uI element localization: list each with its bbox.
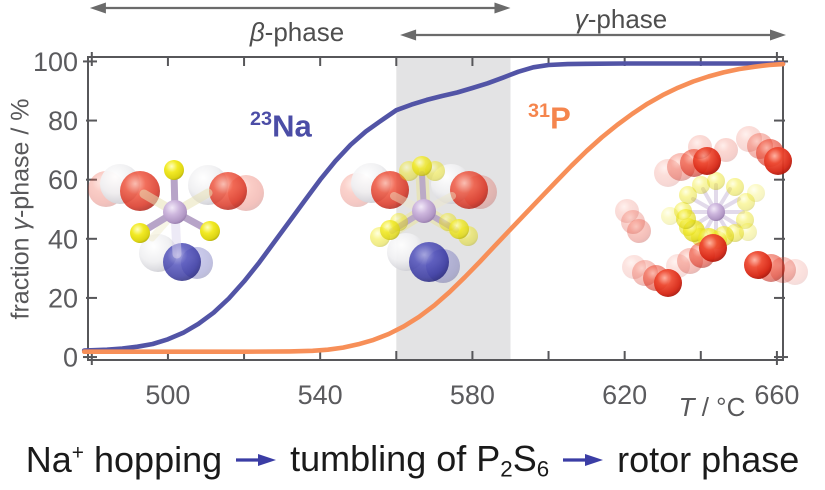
gamma-phase-arrow	[400, 29, 786, 41]
y-label-pre: fraction	[6, 230, 35, 320]
x-label-symbol: T	[678, 392, 695, 422]
gamma-suffix: -phase	[587, 4, 668, 34]
caption-na: Na	[25, 439, 72, 480]
caption-arrow-icon	[563, 454, 604, 466]
y-tick-label: 0	[63, 342, 78, 372]
y-tick-label: 100	[33, 47, 78, 77]
beta-phase-arrow	[89, 2, 511, 14]
caption-na-charge: +	[71, 441, 84, 465]
na-mass-number: 23	[250, 108, 273, 130]
y-tick-label: 20	[48, 283, 78, 313]
molecule-p2s6-rotor	[615, 126, 808, 297]
caption-hopping: hopping	[84, 439, 223, 480]
y-axis-label: fraction γ-phase / %	[7, 99, 36, 320]
caption-tumbling: tumbling of P2S6	[290, 438, 549, 483]
y-label-gamma: γ	[6, 218, 35, 231]
y-tick-label: 60	[48, 165, 78, 195]
curve-label-31P: 31P	[528, 100, 571, 136]
curve-23Na	[81, 61, 786, 353]
p-element: P	[550, 100, 571, 136]
x-tick-label: 660	[754, 380, 799, 410]
curve-label-23Na: 23Na	[250, 108, 312, 144]
x-label-unit: / °C	[694, 392, 746, 422]
molecule-p2s6-tumbling	[340, 156, 497, 283]
caption-s: S	[512, 437, 537, 479]
caption-na-hopping: Na+ hopping	[26, 439, 222, 481]
y-tick-label: 40	[48, 224, 78, 254]
curve-31P	[81, 61, 786, 354]
caption: Na+ hopping tumbling of P2S6 rotor phase	[0, 436, 825, 484]
gamma-phase-label: γ-phase	[575, 4, 668, 35]
p-mass-number: 31	[528, 100, 551, 122]
x-tick-label: 540	[298, 380, 343, 410]
caption-rotor: rotor phase	[617, 439, 799, 481]
na-element: Na	[272, 108, 312, 144]
beta-symbol: β	[249, 17, 265, 47]
beta-phase-label: β-phase	[250, 17, 344, 48]
x-tick-label: 500	[145, 380, 190, 410]
gamma-symbol: γ	[574, 4, 588, 34]
caption-p-subscript: 2	[500, 456, 513, 482]
x-axis-label: T / °C	[679, 392, 746, 423]
caption-tumbling-text: tumbling of P	[290, 437, 501, 479]
y-label-post: -phase / %	[6, 98, 35, 219]
plot-box	[87, 56, 784, 361]
beta-suffix: -phase	[264, 17, 345, 47]
caption-s-subscript: 6	[536, 456, 550, 482]
caption-rotor-text: rotor phase	[617, 439, 800, 480]
x-tick-label: 580	[450, 380, 495, 410]
molecule-p2s6-na-static	[88, 160, 264, 281]
y-tick-label: 80	[48, 106, 78, 136]
x-tick-label: 620	[602, 380, 647, 410]
caption-arrow-icon	[236, 454, 277, 466]
